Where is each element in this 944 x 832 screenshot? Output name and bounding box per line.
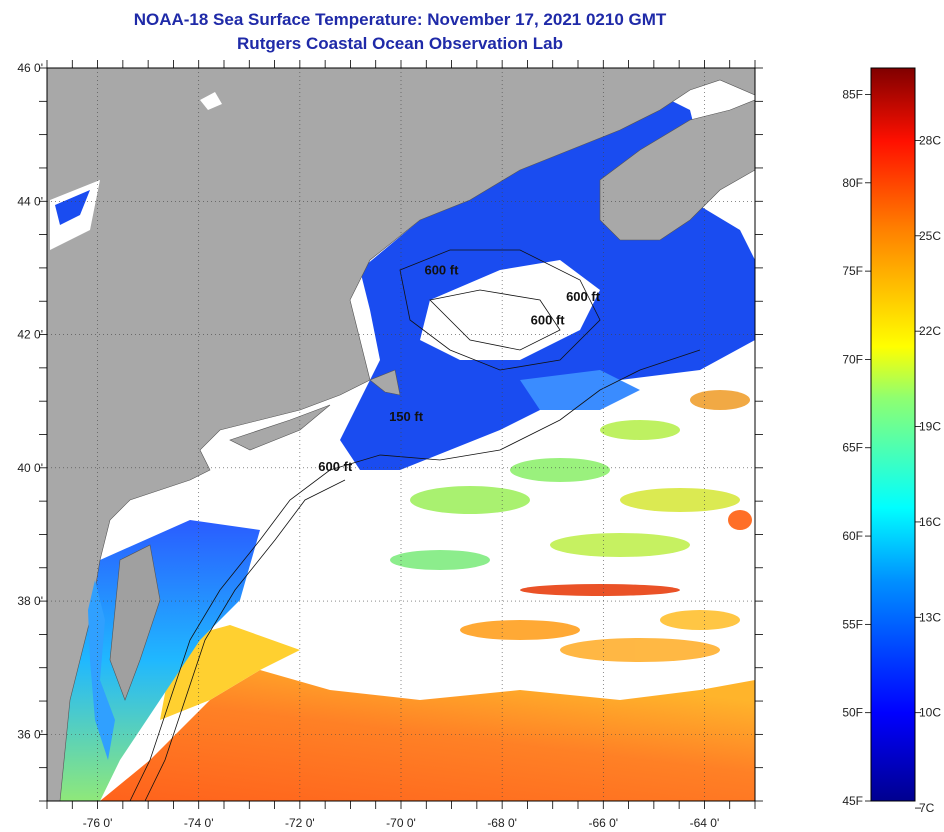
lon-tick-label: -64 0' xyxy=(690,816,720,830)
lat-tick-label: 44 0' xyxy=(17,194,43,208)
colorbar-ticks: 85F 80F 75F 70F 65F 60F 55F 50F 45F 28C 25C 22C 19C 1… xyxy=(842,87,941,815)
colorbar-c-label: 28C xyxy=(919,133,941,147)
lat-tick-label: 38 0' xyxy=(17,594,43,608)
colorbar-f-label: 50F xyxy=(842,706,863,720)
chesapeake-bay xyxy=(88,580,115,760)
colorbar-f-label: 70F xyxy=(842,352,863,366)
lat-tick-label: 36 0' xyxy=(17,727,43,741)
colorbar-c-label: 13C xyxy=(919,610,941,624)
contour-label: 600 ft xyxy=(318,459,353,474)
sst-patches xyxy=(390,390,752,662)
colorbar-f-label: 65F xyxy=(842,441,863,455)
lat-tick-label: 46 0' xyxy=(17,61,43,75)
colorbar-c-label: 22C xyxy=(919,324,941,338)
colorbar-c-label: 19C xyxy=(919,420,941,434)
contour-label: 600 ft xyxy=(531,313,566,328)
colorbar-f-label: 85F xyxy=(842,87,863,101)
contour-label: 600 ft xyxy=(566,289,601,304)
cool-water-patch xyxy=(520,370,640,410)
lat-tick-label: 40 0' xyxy=(17,461,43,475)
contour-label: 600 ft xyxy=(424,263,459,278)
bathymetry-contours xyxy=(129,249,701,802)
contour-label: 150 ft xyxy=(389,409,424,424)
lon-tick-label: -66 0' xyxy=(588,816,618,830)
colorbar xyxy=(870,67,916,802)
lake xyxy=(200,92,222,110)
lat-tick-label: 42 0' xyxy=(17,328,43,342)
lon-tick-label: -72 0' xyxy=(285,816,315,830)
map-title: NOAA-18 Sea Surface Temperature: Novembe… xyxy=(133,10,667,29)
colorbar-c-label: 25C xyxy=(919,229,941,243)
lake-water xyxy=(55,190,90,225)
colorbar-c-label: 7C xyxy=(919,801,935,815)
lon-tick-label: -68 0' xyxy=(487,816,517,830)
colorbar-f-label: 75F xyxy=(842,264,863,278)
colorbar-f-label: 55F xyxy=(842,617,863,631)
map-subtitle: Rutgers Coastal Ocean Observation Lab xyxy=(237,34,563,53)
lon-tick-label: -76 0' xyxy=(83,816,113,830)
gulf-stream-warm-water xyxy=(100,670,755,801)
axis-ticks: -76 0' -74 0' -72 0' -70 0' -68 0' -66 0' -64 … xyxy=(17,60,763,830)
land xyxy=(46,67,756,802)
lon-tick-label: -74 0' xyxy=(184,816,214,830)
warm-water-patch xyxy=(160,625,300,720)
lon-tick-label: -70 0' xyxy=(386,816,416,830)
colorbar-c-label: 16C xyxy=(919,515,941,529)
colorbar-f-label: 60F xyxy=(842,529,863,543)
colorbar-c-label: 10C xyxy=(919,706,941,720)
colorbar-f-label: 80F xyxy=(842,176,863,190)
colorbar-f-label: 45F xyxy=(842,794,863,808)
